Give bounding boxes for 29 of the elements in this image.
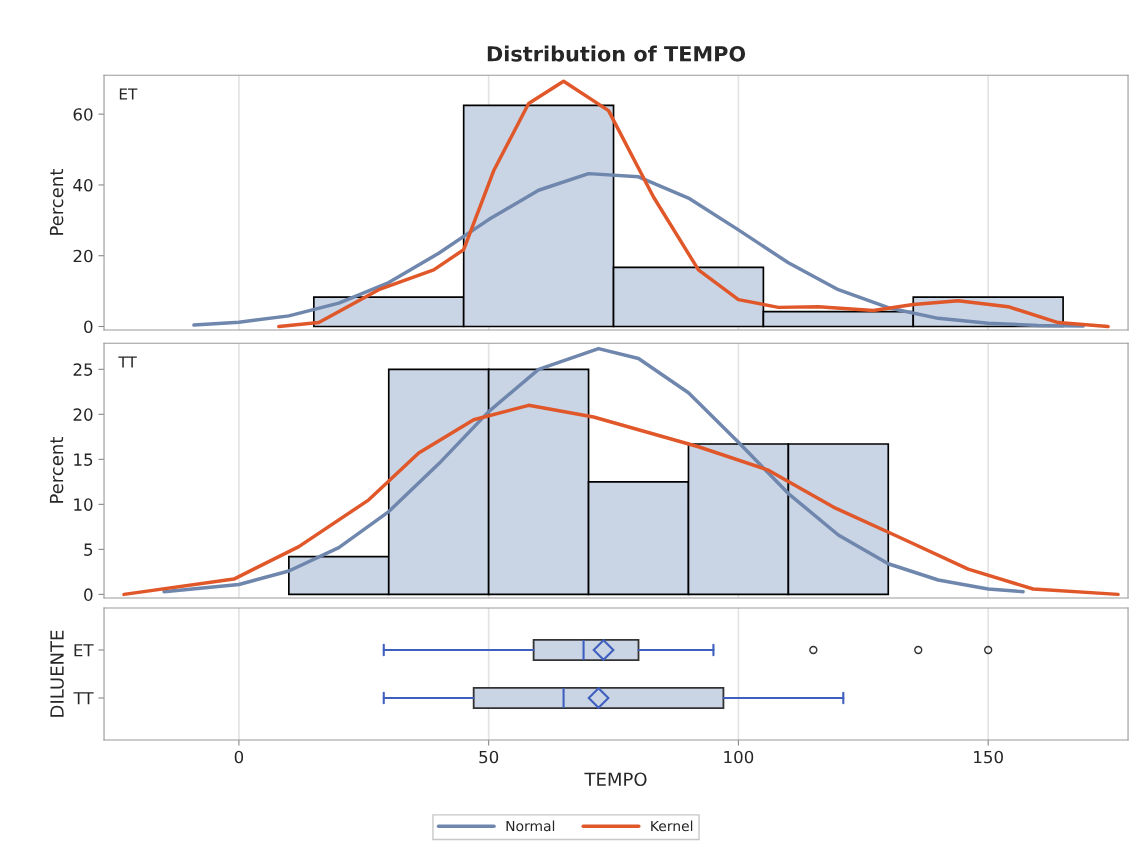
y-axis-title: Percent <box>49 169 64 235</box>
x-tick-label: 100 <box>724 750 754 764</box>
legend-label: Normal <box>506 820 555 832</box>
x-tick-label: 150 <box>974 750 1003 764</box>
y-tick-label: 10 <box>74 498 93 511</box>
y-tick-label: 25 <box>73 363 93 376</box>
y-tick-label: 60 <box>73 108 93 121</box>
chart-title: Distribution of TEMPO <box>487 45 746 62</box>
annotation: TT <box>118 356 137 368</box>
y-tick-label: 15 <box>74 453 93 466</box>
legend-label: Kernel <box>651 820 693 832</box>
y-tick-label: 0 <box>84 588 93 601</box>
x-tick-label: 50 <box>479 750 499 764</box>
line-series <box>162 346 1025 594</box>
y-tick-label: 5 <box>84 543 93 556</box>
y-axis-title: DILUENTE <box>50 630 64 717</box>
y-tick-label: ET <box>74 644 94 657</box>
y-tick-label: 40 <box>73 178 93 192</box>
x-tick-label: 0 <box>234 750 244 764</box>
annotation: ET <box>119 88 138 100</box>
line-series <box>192 171 1085 328</box>
x-axis-title: TEMPO <box>584 772 647 787</box>
line-series <box>277 79 1110 329</box>
y-tick-label: 0 <box>84 320 93 334</box>
y-axis-title: Percent <box>49 437 64 503</box>
line-series <box>122 403 1120 597</box>
y-tick-label: 20 <box>73 249 93 263</box>
y-tick-label: TT <box>73 692 94 705</box>
y-tick-label: 20 <box>73 408 93 421</box>
